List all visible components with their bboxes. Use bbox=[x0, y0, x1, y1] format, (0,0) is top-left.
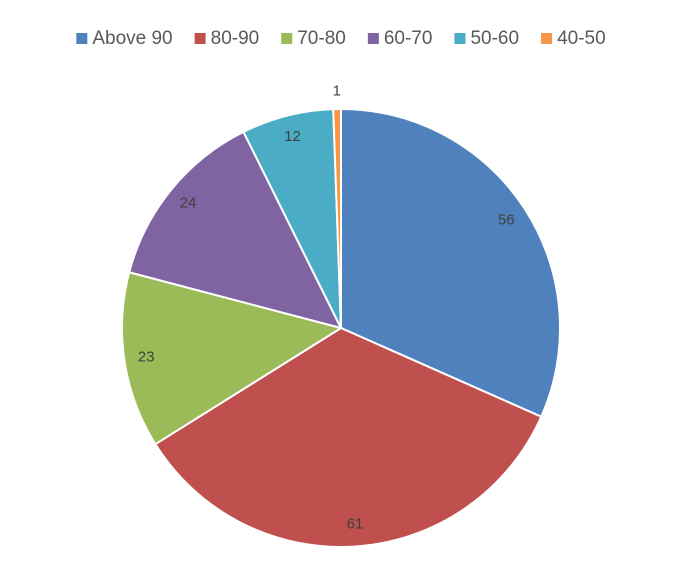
data-label: 56 bbox=[498, 211, 515, 228]
data-label: 23 bbox=[138, 349, 155, 366]
legend-label: 70-80 bbox=[297, 28, 346, 49]
pie-slice bbox=[127, 130, 343, 330]
pie-slice bbox=[332, 107, 342, 329]
pie-slice bbox=[121, 271, 344, 446]
data-label: 24 bbox=[180, 195, 197, 212]
legend-label: 40-50 bbox=[557, 28, 606, 49]
legend-swatch bbox=[454, 33, 466, 44]
legend-swatch bbox=[541, 33, 553, 44]
legend-label: 50-60 bbox=[470, 28, 519, 49]
data-label: 1 bbox=[333, 82, 341, 99]
legend-swatch bbox=[281, 33, 293, 44]
legend-swatch bbox=[367, 33, 379, 44]
data-label: 61 bbox=[347, 516, 364, 533]
pie-slice bbox=[340, 107, 561, 419]
legend-label: Above 90 bbox=[92, 28, 172, 49]
data-label: 12 bbox=[284, 128, 301, 145]
legend-label: 60-70 bbox=[384, 28, 433, 49]
legend-swatch bbox=[76, 33, 88, 44]
legend-swatch bbox=[194, 33, 206, 44]
legend-label: 80-90 bbox=[211, 28, 260, 49]
pie-slice bbox=[153, 326, 543, 548]
